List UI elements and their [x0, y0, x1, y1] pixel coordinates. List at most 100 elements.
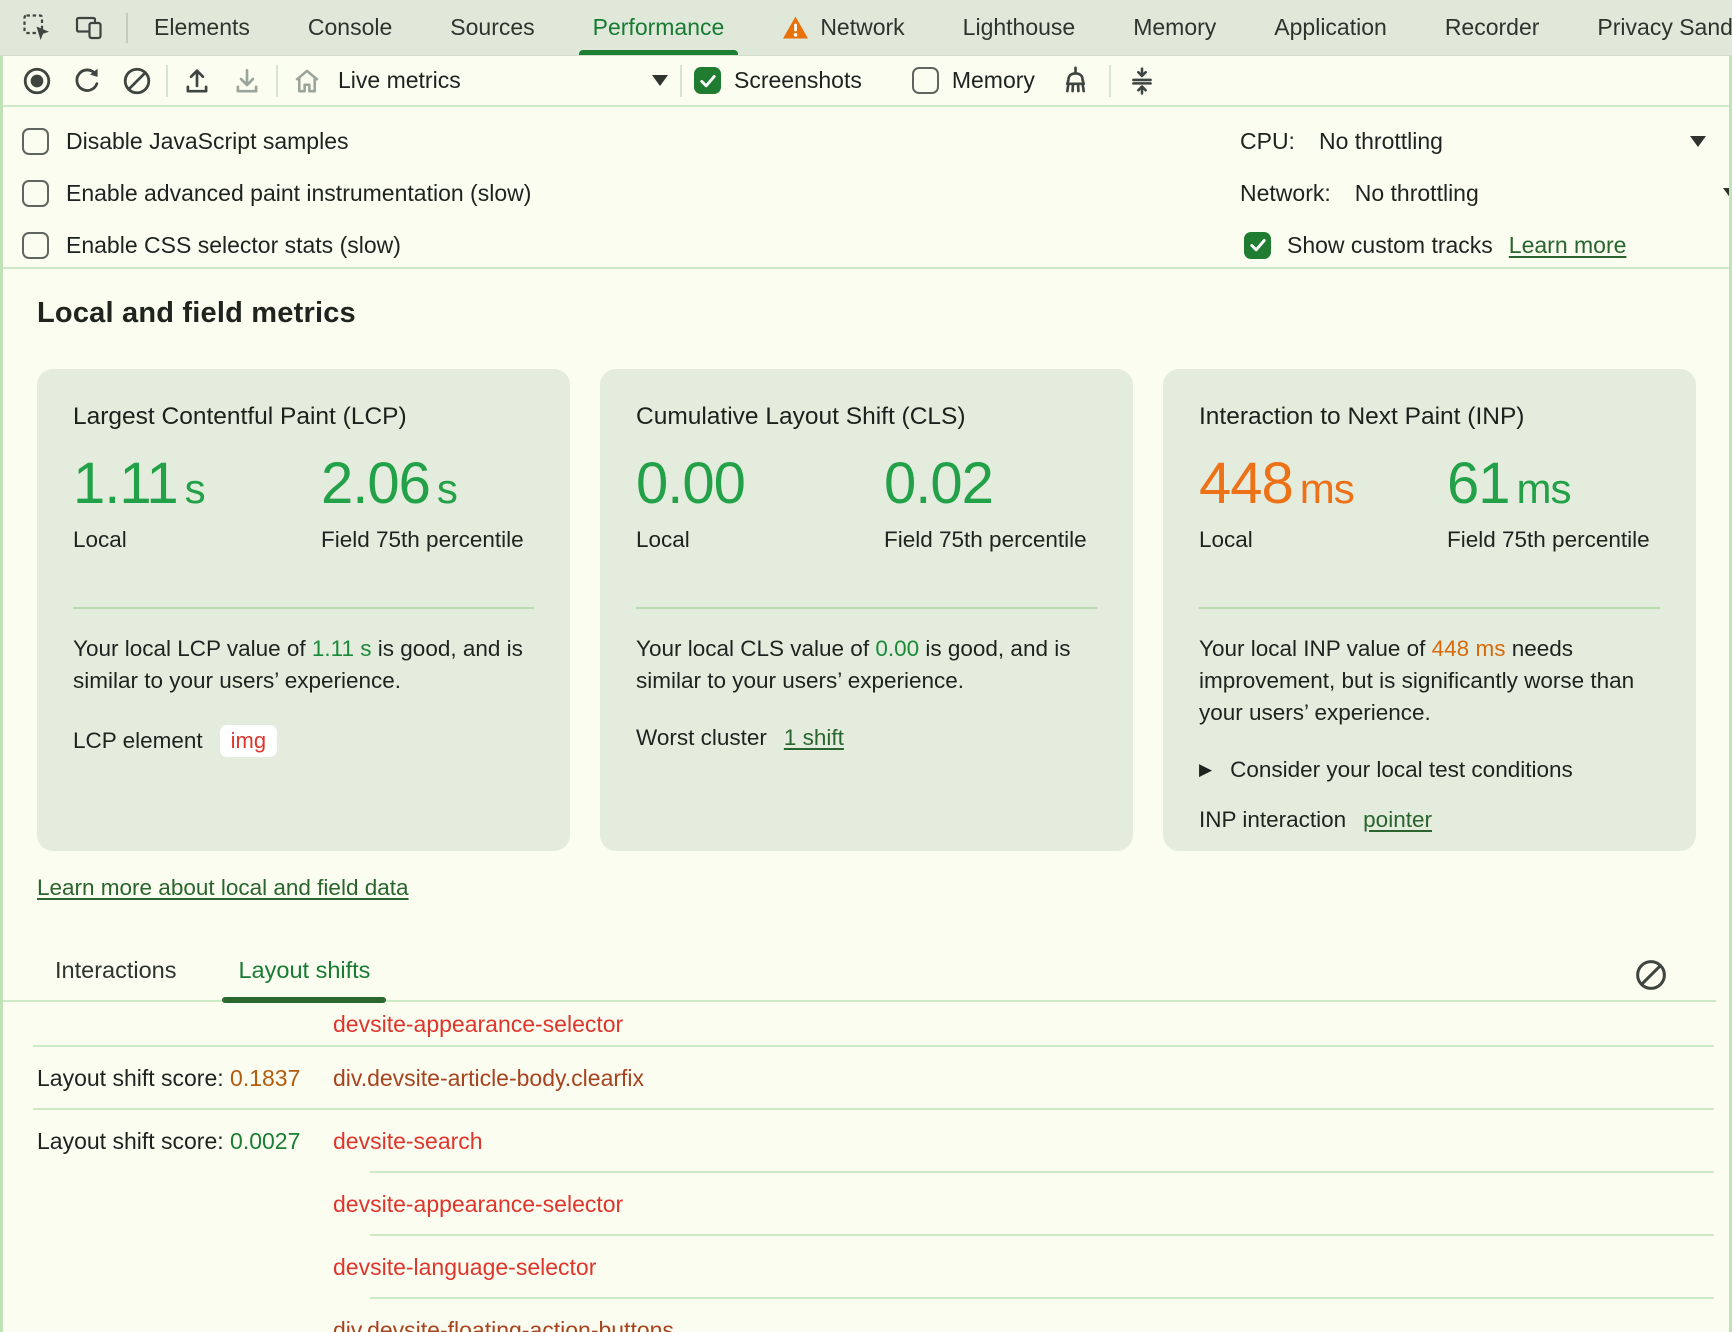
save-profile-icon[interactable] — [230, 64, 264, 98]
tab-layout-shifts[interactable]: Layout shifts — [238, 957, 370, 1000]
layout-shift-row[interactable]: devsite-appearance-selector — [0, 1002, 1732, 1047]
record-button[interactable] — [20, 64, 54, 98]
tab-elements[interactable]: Elements — [132, 0, 272, 55]
collapse-sections-icon[interactable] — [1125, 64, 1159, 98]
css-selector-stats-toggle[interactable]: Enable CSS selector stats (slow) — [22, 219, 531, 271]
learn-more-local-field-link[interactable]: Learn more about local and field data — [37, 875, 409, 901]
panel-left-border — [0, 56, 3, 1332]
inp-local-value: 448ms — [1199, 455, 1447, 513]
inp-interaction-row: INP interaction pointer — [1199, 807, 1660, 833]
shift-score: Layout shift score: 0.1837 — [0, 1065, 333, 1092]
clear-log-icon[interactable] — [1634, 958, 1668, 992]
lcp-values: 1.11s Local 2.06s Field 75th percentile — [73, 455, 534, 607]
chevron-down-icon — [1690, 136, 1706, 147]
screenshots-label: Screenshots — [734, 67, 862, 94]
cls-local-value: 0.00 — [636, 455, 884, 513]
tab-recorder[interactable]: Recorder — [1423, 0, 1562, 55]
lcp-element-label: LCP element — [73, 728, 203, 754]
inp-field-value: 61ms — [1447, 455, 1650, 513]
advanced-paint-checkbox[interactable] — [22, 180, 49, 207]
capture-settings-left: Disable JavaScript samples Enable advanc… — [22, 115, 531, 271]
tab-console[interactable]: Console — [286, 0, 414, 55]
live-metrics-view: Local and field metrics Largest Contentf… — [0, 269, 1732, 1332]
shift-element-link[interactable]: devsite-appearance-selector — [333, 1191, 623, 1218]
show-custom-tracks-label: Show custom tracks — [1287, 232, 1493, 259]
logs-tabbar: Interactions Layout shifts — [0, 941, 1716, 1002]
cpu-label: CPU: — [1240, 128, 1295, 155]
tab-lighthouse[interactable]: Lighthouse — [941, 0, 1098, 55]
cpu-value: No throttling — [1319, 128, 1443, 155]
css-selector-stats-checkbox[interactable] — [22, 232, 49, 259]
inp-field-label: Field 75th percentile — [1447, 525, 1650, 554]
layout-shift-log: devsite-appearance-selector Layout shift… — [0, 1002, 1732, 1332]
custom-tracks-learn-more-link[interactable]: Learn more — [1509, 232, 1627, 259]
tab-interactions[interactable]: Interactions — [55, 957, 176, 1000]
cpu-throttling-select[interactable]: CPU: No throttling — [1240, 115, 1732, 167]
view-mode-value: Live metrics — [338, 67, 461, 94]
local-test-conditions-label: Consider your local test conditions — [1230, 757, 1573, 783]
disable-js-samples-toggle[interactable]: Disable JavaScript samples — [22, 115, 531, 167]
memory-checkbox[interactable] — [912, 67, 939, 94]
metric-cards: Largest Contentful Paint (LCP) 1.11s Loc… — [37, 369, 1696, 851]
layout-shift-row[interactable]: div.devsite-floating-action-buttons — [0, 1299, 1732, 1332]
worst-cluster-link[interactable]: 1 shift — [784, 725, 844, 751]
memory-label: Memory — [952, 67, 1035, 94]
shift-element-link[interactable]: div.devsite-floating-action-buttons — [333, 1317, 674, 1332]
clear-button[interactable] — [120, 64, 154, 98]
lcp-card: Largest Contentful Paint (LCP) 1.11s Loc… — [37, 369, 570, 851]
toolbar-separator — [166, 65, 168, 97]
local-test-conditions-disclosure[interactable]: ▶ Consider your local test conditions — [1199, 757, 1660, 783]
inp-local-label: Local — [1199, 525, 1447, 554]
lcp-local-value: 1.11s — [73, 455, 321, 513]
load-profile-icon[interactable] — [180, 64, 214, 98]
cls-local-label: Local — [636, 525, 884, 554]
inp-description: Your local INP value of 448 ms needs imp… — [1199, 633, 1660, 729]
css-selector-stats-label: Enable CSS selector stats (slow) — [66, 232, 401, 259]
home-icon[interactable] — [290, 64, 324, 98]
toolbar-separator — [1109, 65, 1111, 97]
inp-interaction-link[interactable]: pointer — [1363, 807, 1432, 833]
layout-shift-row[interactable]: Layout shift score: 0.1837 div.devsite-a… — [0, 1047, 1732, 1110]
show-custom-tracks-toggle[interactable]: Show custom tracks Learn more — [1240, 219, 1732, 271]
cls-card-title: Cumulative Layout Shift (CLS) — [636, 403, 1097, 431]
performance-toolbar: Live metrics Screenshots Memory — [0, 56, 1732, 107]
cls-field-label: Field 75th percentile — [884, 525, 1087, 554]
layout-shift-row[interactable]: devsite-appearance-selector — [0, 1173, 1732, 1236]
show-custom-tracks-checkbox[interactable] — [1244, 232, 1271, 259]
divider — [1199, 607, 1660, 609]
disclosure-triangle-icon: ▶ — [1199, 760, 1212, 780]
tab-privacy-sandbox[interactable]: Privacy Sandbox — [1575, 0, 1732, 55]
advanced-paint-toggle[interactable]: Enable advanced paint instrumentation (s… — [22, 167, 531, 219]
screenshots-checkbox[interactable] — [694, 67, 721, 94]
lcp-element-link[interactable]: img — [220, 725, 277, 757]
network-throttling-select[interactable]: Network: No throttling — [1240, 167, 1732, 219]
shift-element-link[interactable]: div.devsite-article-body.clearfix — [333, 1065, 644, 1092]
shift-element-link[interactable]: devsite-search — [333, 1128, 483, 1155]
tab-sources[interactable]: Sources — [428, 0, 556, 55]
tab-application[interactable]: Application — [1252, 0, 1409, 55]
devtools-tabbar: Elements Console Sources Performance Net… — [0, 0, 1732, 56]
device-toolbar-icon[interactable] — [74, 13, 104, 43]
disable-js-samples-label: Disable JavaScript samples — [66, 128, 349, 155]
view-mode-select[interactable]: Live metrics — [338, 67, 668, 94]
shift-element-link[interactable]: devsite-language-selector — [333, 1254, 596, 1281]
shift-score: Layout shift score: 0.0027 — [0, 1128, 333, 1155]
memory-toggle[interactable]: Memory — [912, 67, 1035, 94]
disable-js-samples-checkbox[interactable] — [22, 128, 49, 155]
tab-memory[interactable]: Memory — [1111, 0, 1238, 55]
page-title: Local and field metrics — [37, 297, 356, 330]
network-value: No throttling — [1355, 180, 1479, 207]
chevron-down-icon — [652, 75, 668, 86]
tab-performance[interactable]: Performance — [571, 0, 747, 55]
layout-shift-row[interactable]: devsite-language-selector — [0, 1236, 1732, 1299]
inspect-icon[interactable] — [22, 13, 52, 43]
screenshots-toggle[interactable]: Screenshots — [694, 67, 862, 94]
tab-network[interactable]: Network — [760, 0, 926, 55]
layout-shift-row[interactable]: Layout shift score: 0.0027 devsite-searc… — [0, 1110, 1732, 1173]
divider — [636, 607, 1097, 609]
garbage-collect-icon[interactable] — [1059, 64, 1093, 98]
warning-icon — [782, 15, 809, 40]
reload-and-record-button[interactable] — [70, 64, 104, 98]
shift-element-link[interactable]: devsite-appearance-selector — [333, 1011, 623, 1038]
worst-cluster-label: Worst cluster — [636, 725, 767, 751]
